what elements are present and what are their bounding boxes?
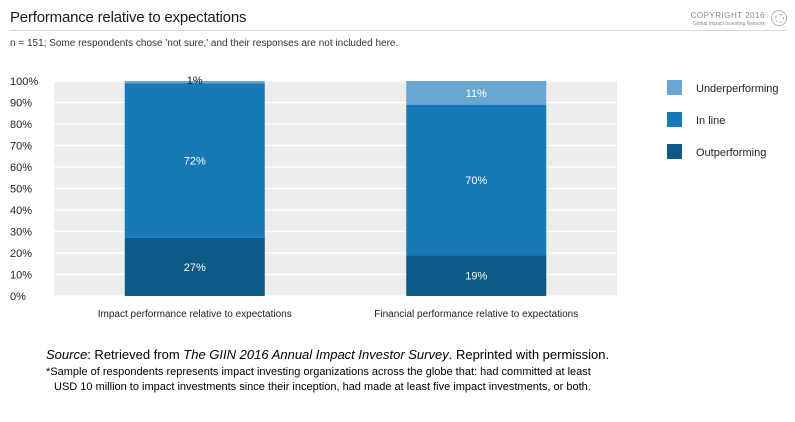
source-caption: Source: Retrieved from The GIIN 2016 Ann…	[46, 347, 609, 362]
data-label: 19%	[465, 271, 487, 283]
copyright-org: Global Impact Investing Network	[693, 21, 765, 27]
data-label: 70%	[465, 175, 487, 187]
y-tick-label: 70%	[10, 141, 32, 153]
bar-segment	[124, 81, 265, 84]
bar-segment	[124, 83, 265, 238]
y-tick-label: 20%	[10, 248, 32, 260]
data-label: 72%	[184, 156, 206, 168]
y-tick-label: 40%	[10, 205, 32, 217]
x-category-label: Financial performance relative to expect…	[374, 309, 578, 320]
y-tick-label: 10%	[10, 270, 32, 282]
y-tick-label: 50%	[10, 184, 32, 196]
legend-swatch	[667, 144, 682, 159]
footnote-line-2: USD 10 million to impact investments sin…	[54, 381, 591, 393]
source-reprint: . Reprinted with permission.	[448, 347, 610, 362]
legend-label: Underperforming	[696, 83, 779, 95]
bar-segment	[124, 237, 265, 296]
y-tick-label: 30%	[10, 227, 32, 239]
copyright-text: COPYRIGHT 2016	[690, 11, 765, 20]
sample-note: n = 151; Some respondents chose 'not sur…	[10, 38, 399, 49]
survey-title: The GIIN 2016 Annual Impact Investor Sur…	[183, 347, 449, 362]
y-tick-label: 100%	[10, 76, 38, 88]
data-label: 1%	[187, 75, 203, 87]
chart-title: Performance relative to expectations	[10, 9, 247, 26]
bar-segment	[406, 104, 547, 256]
legend-swatch	[667, 80, 682, 95]
title-divider	[10, 30, 787, 31]
giin-logo-icon	[771, 10, 787, 26]
footnote: *Sample of respondents represents impact…	[46, 365, 666, 395]
bar-segment	[406, 255, 547, 296]
y-tick-label: 90%	[10, 98, 32, 110]
legend-swatch	[667, 112, 682, 127]
legend-label: Outperforming	[696, 147, 766, 159]
source-retrieved: : Retrieved from	[87, 347, 184, 362]
copyright-notice: COPYRIGHT 2016 Global Impact Investing N…	[691, 11, 765, 29]
legend-label: In line	[696, 115, 725, 127]
data-label: 11%	[466, 88, 487, 100]
stacked-bar-chart: 0% 10% 20% 30% 40% 50% 60% 70% 80% 90% 100% 27% 72% 1…	[10, 75, 779, 320]
footnote-line-1: *Sample of respondents represents impact…	[46, 366, 591, 378]
x-category-label: Impact performance relative to expectati…	[98, 309, 292, 320]
y-tick-label: 80%	[10, 119, 32, 131]
bar-segment	[406, 81, 547, 105]
source-label: Source	[46, 347, 88, 362]
data-label: 27%	[184, 262, 206, 274]
y-tick-label: 60%	[10, 162, 32, 174]
y-tick-label: 0%	[10, 291, 26, 303]
